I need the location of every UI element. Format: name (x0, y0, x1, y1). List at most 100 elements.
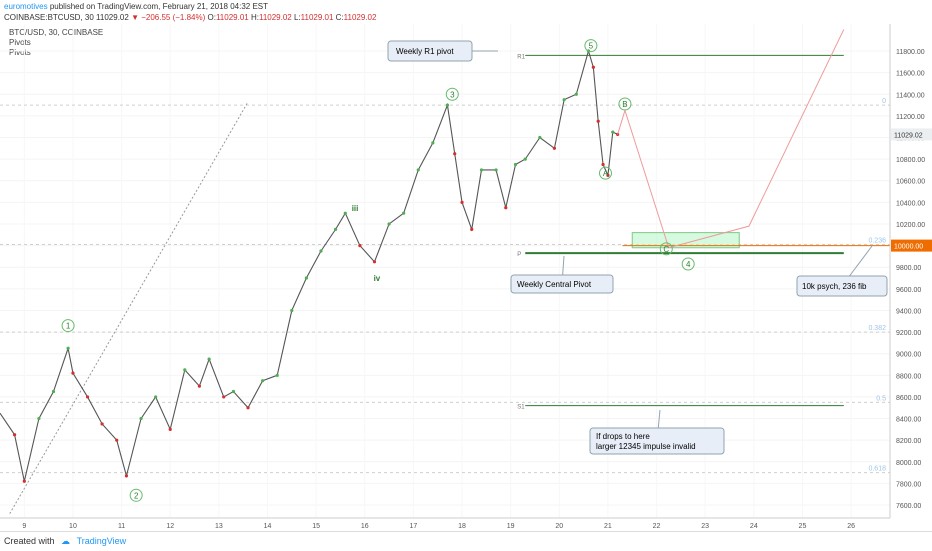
invalid-callout-box (589, 427, 725, 455)
invalid-callout-text-1: If drops to here (596, 432, 650, 441)
wave-circle (445, 87, 459, 101)
time-axis: 9 10 11 12 13 14 15 16 17 18 19 20 21 22 23 24 25 26 (0, 517, 890, 530)
x-tick-label: 15 (312, 523, 320, 530)
x-tick-label: 18 (458, 523, 466, 530)
y-tick-label: 9400.00 (896, 308, 921, 315)
price-point (71, 371, 75, 375)
fib-levels: 0 0.236 0.382 0.5 0.618 (0, 98, 890, 474)
x-tick-label: 10 (69, 523, 77, 530)
price-point (12, 433, 17, 437)
y-tick-label: 11600.00 (896, 71, 925, 78)
ohlc-l-label: L: (293, 13, 301, 22)
x-tick-label: 14 (264, 523, 272, 530)
price-point (333, 227, 338, 231)
price-point (100, 422, 104, 426)
created-with-text: Created with (4, 536, 55, 546)
price-point (445, 103, 450, 107)
price-point (66, 346, 70, 350)
y-tick-label: 10200.00 (896, 222, 925, 229)
fib-label: 0.236 (868, 238, 886, 245)
price-point (538, 135, 542, 140)
pivot-label: P (517, 252, 521, 258)
ohlc-open: 11029.01 (215, 13, 249, 22)
y-tick-label: 7600.00 (896, 503, 921, 510)
price-point (416, 168, 420, 172)
x-tick-label: 9 (22, 523, 26, 530)
price-point (596, 119, 600, 123)
y-tick-label: 8200.00 (896, 438, 921, 445)
wave-label: 3 (450, 90, 455, 99)
r1-callout-box (387, 40, 473, 62)
x-tick-label: 12 (166, 523, 174, 530)
wave-circle (129, 488, 143, 502)
price-point (51, 389, 56, 394)
x-tick-label: 26 (847, 523, 855, 530)
down-arrow-icon: ▼ (131, 13, 139, 22)
wave-circle (598, 166, 612, 180)
price-point (139, 416, 143, 421)
price-point (207, 357, 211, 361)
y-tick-label: 9000.00 (896, 352, 921, 359)
ohlc-close: 11029.02 (343, 13, 377, 22)
legend-pivots-1[interactable]: Pivots (9, 38, 31, 47)
y-tick-label: 10400.00 (896, 200, 925, 207)
price-point (453, 152, 457, 156)
y-tick-label: 10600.00 (896, 179, 925, 186)
price-point (22, 479, 26, 483)
tradingview-logo-icon[interactable]: ☁ (61, 536, 71, 546)
last-price-tag (891, 128, 932, 141)
invalid-callout-text-2: larger 12345 impulse invalid (596, 442, 696, 451)
wave-label: A (603, 169, 609, 178)
last-price-label: 11029.02 (894, 132, 923, 139)
symbol-label: COINBASE:BTCUSD, 30 (4, 13, 94, 22)
price-point (552, 146, 557, 150)
price-point (372, 260, 377, 264)
fib-label: 0 (882, 98, 886, 105)
price-point (197, 384, 201, 388)
y-tick-label: 8600.00 (896, 395, 921, 402)
y-tick-label: 9800.00 (896, 265, 921, 272)
legend-series[interactable]: BTC/USD, 30, COINBASE (9, 28, 104, 37)
author-link[interactable]: euromotives (4, 2, 48, 11)
y-tick-label: 9600.00 (896, 287, 921, 294)
price-point (246, 406, 250, 410)
chart-drawings (9, 101, 890, 514)
price-series (0, 29, 845, 483)
r1-callout-text: Weekly R1 pivot (396, 47, 454, 56)
x-tick-label: 19 (507, 523, 515, 530)
y-tick-label: 11800.00 (896, 49, 925, 56)
price-point (494, 168, 498, 172)
price-point (85, 395, 90, 399)
price-point (37, 416, 41, 421)
price-point (304, 276, 308, 280)
channel-line (9, 101, 249, 514)
fib-label: 0.382 (868, 325, 886, 332)
y-tick-label: 8000.00 (896, 460, 921, 467)
wave-label: C (663, 245, 669, 254)
ohlc-low: 11029.01 (300, 13, 334, 22)
price-point (387, 222, 391, 226)
projection-line (617, 29, 845, 249)
price-point (470, 227, 474, 231)
x-tick-label: 20 (555, 523, 563, 530)
x-tick-label: 11 (118, 523, 125, 530)
wave-label: iv (374, 274, 381, 283)
wave-circle (659, 242, 673, 256)
chart-grid (0, 24, 890, 518)
wave-circle (618, 97, 632, 111)
psych-callout-box (796, 275, 888, 297)
wave-label: 5 (589, 42, 594, 51)
price-point (154, 395, 158, 399)
wave-label: 1 (66, 322, 71, 331)
legend-pivots-2[interactable]: Pivots (9, 48, 31, 57)
wave-labels: 1 2 iii iv 3 5 4 B C A (61, 39, 695, 502)
wave-circle (584, 39, 598, 53)
price-point (290, 308, 294, 313)
price-point (431, 141, 435, 145)
y-tick-label: 8800.00 (896, 373, 921, 380)
tradingview-brand[interactable]: TradingView (76, 536, 127, 546)
y-tick-label: 8400.00 (896, 417, 921, 424)
psych-callout-text: 10k psych, 236 fib (802, 282, 867, 291)
annotations: Weekly R1 pivot Weekly Central Pivot 10k p… (387, 40, 888, 455)
